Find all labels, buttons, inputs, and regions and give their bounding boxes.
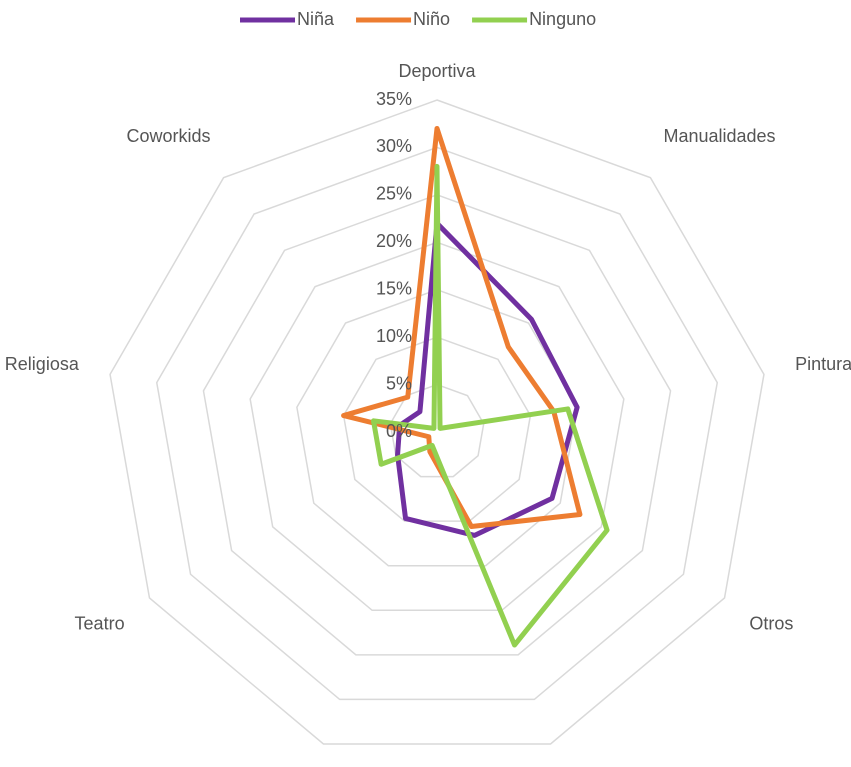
tick-label: 30% [376, 136, 412, 156]
category-label: Coworkids [126, 126, 210, 146]
tick-label: 15% [376, 278, 412, 298]
tick-label: 10% [376, 326, 412, 346]
legend-label: Ninguno [529, 9, 596, 29]
tick-label: 35% [376, 89, 412, 109]
legend-label: Niño [413, 9, 450, 29]
tick-label: 25% [376, 184, 412, 204]
category-label: Manualidades [663, 126, 775, 146]
grid-ring [342, 336, 532, 522]
grid-ring [109, 99, 765, 745]
series-line [370, 163, 610, 648]
category-label: Pintura [795, 354, 851, 374]
grid-ring [249, 241, 625, 612]
tick-label: 0% [386, 421, 412, 441]
tick-label: 5% [386, 373, 412, 393]
category-label: Religiosa [5, 354, 80, 374]
legend: Niña Niño Ninguno [240, 9, 596, 29]
category-label: Teatro [75, 613, 125, 633]
category-label: Deportiva [398, 61, 476, 81]
category-label: Otros [749, 613, 793, 633]
grid-ring [202, 194, 672, 656]
tick-label: 20% [376, 231, 412, 251]
series-line [395, 220, 580, 538]
grid-ring [389, 383, 485, 478]
legend-label: Niña [297, 9, 335, 29]
grid-ring [155, 146, 719, 701]
